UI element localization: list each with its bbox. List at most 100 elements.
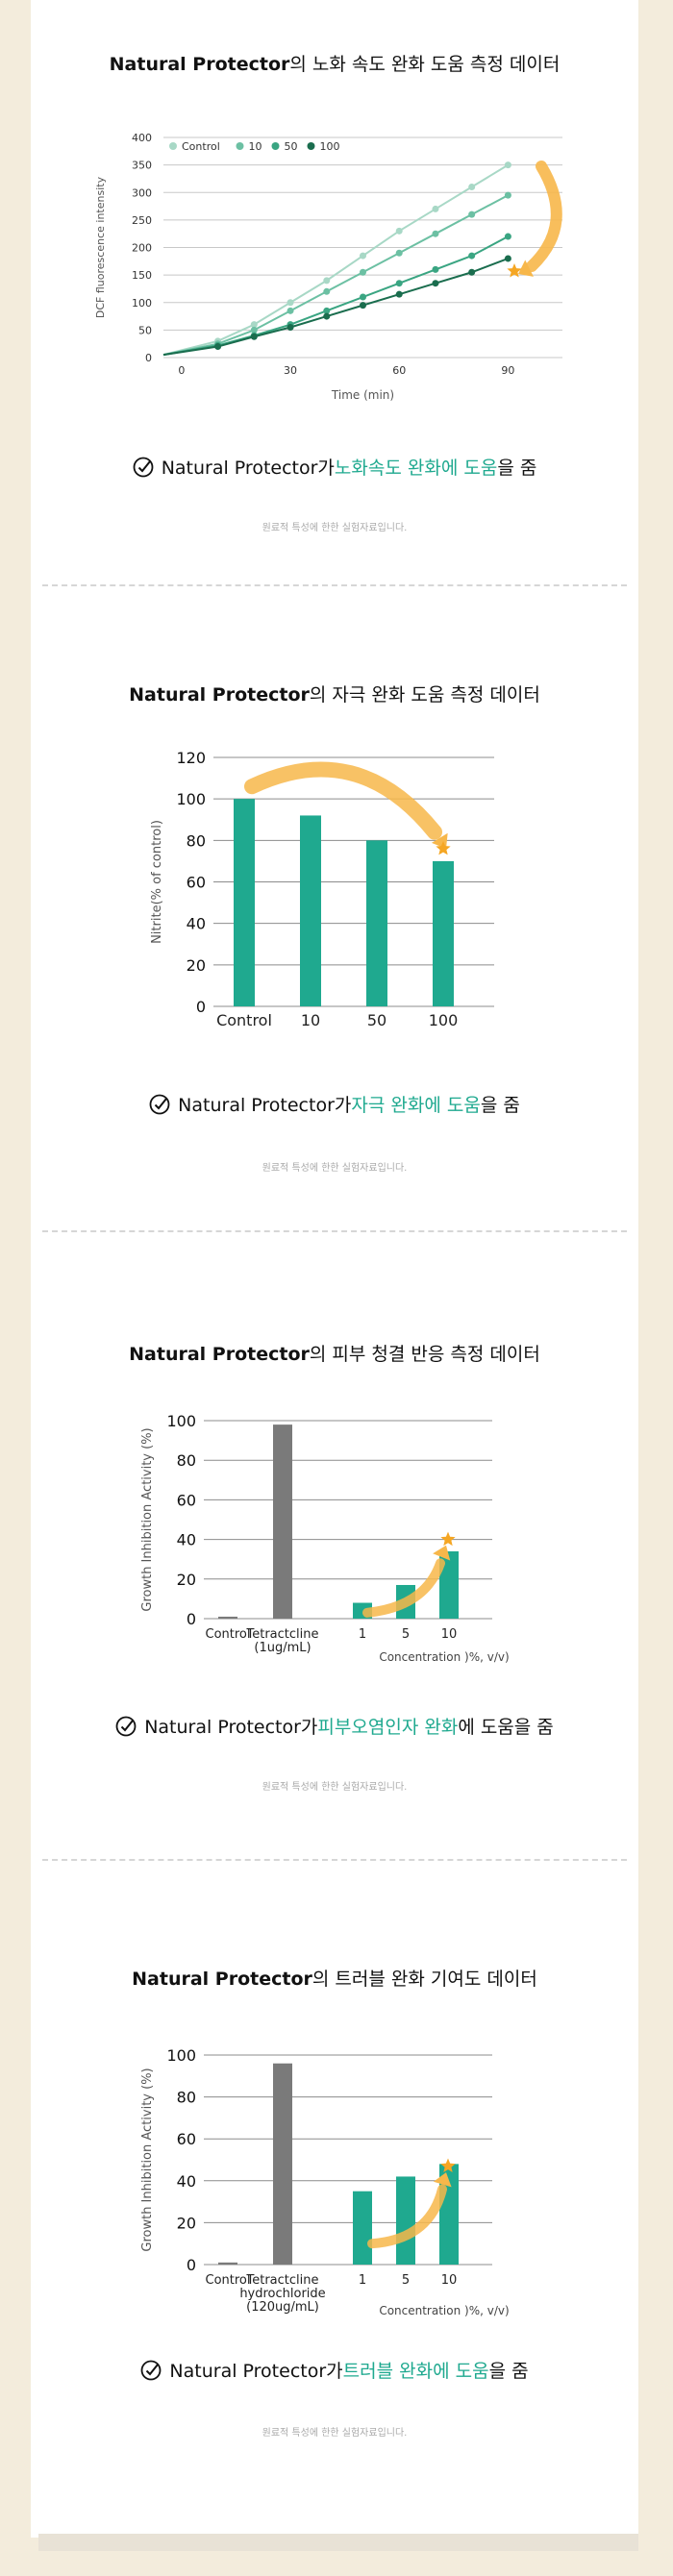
x-tick-label: 0 xyxy=(178,364,185,377)
data-point xyxy=(323,287,331,295)
data-point xyxy=(504,255,511,262)
data-point xyxy=(287,299,294,307)
x-tick-label: 10 xyxy=(301,1011,320,1029)
bar xyxy=(366,840,387,1006)
check-circle-icon xyxy=(141,2360,162,2380)
bar xyxy=(433,860,454,1006)
y-tick-label: 20 xyxy=(177,1571,196,1589)
data-point xyxy=(468,211,476,218)
trend-arrow xyxy=(526,161,562,272)
bar xyxy=(218,1616,237,1619)
x-axis-label: Time (min) xyxy=(331,388,394,402)
x-tick-label: 60 xyxy=(392,364,406,377)
check-circle-icon xyxy=(115,1716,137,1736)
bar-chart: 020406080100120Control1050100Concentrati… xyxy=(150,749,494,1029)
data-point xyxy=(468,268,476,276)
y-tick-label: 0 xyxy=(187,1610,196,1628)
section-divider xyxy=(42,584,627,586)
data-point xyxy=(395,249,403,257)
result-caption: Natural Protector가 트러블 완화에 도움 을 줌 xyxy=(31,2357,638,2383)
star-icon xyxy=(440,2158,456,2172)
y-axis-label: Growth Inhibition Activity (%) xyxy=(140,2068,155,2251)
bar xyxy=(273,2063,292,2265)
result-caption: Natural Protector가 노화속도 완화에 도움 을 줌 xyxy=(31,454,638,480)
data-point xyxy=(360,293,366,301)
x-tick-label: 10 xyxy=(441,1627,458,1642)
data-point xyxy=(468,184,476,191)
data-point xyxy=(214,343,222,351)
y-tick-label: 100 xyxy=(132,297,152,310)
arrow-head-icon xyxy=(433,1545,451,1561)
x-tick-label: 50 xyxy=(367,1011,386,1029)
y-tick-label: 300 xyxy=(132,186,152,199)
check-circle-icon xyxy=(133,457,154,477)
y-tick-label: 400 xyxy=(132,132,152,144)
data-point xyxy=(287,324,294,332)
y-tick-label: 20 xyxy=(177,2214,196,2232)
x-tick-label: 5 xyxy=(402,1627,410,1642)
y-tick-label: 250 xyxy=(132,214,152,227)
x-axis-label: Concentration )%, v/v) xyxy=(379,2304,509,2317)
check-circle-icon xyxy=(149,1094,170,1114)
x-tick-label: Control xyxy=(216,1011,272,1029)
data-point xyxy=(360,268,366,276)
x-tick-label: 100 xyxy=(429,1011,459,1029)
legend-marker xyxy=(236,142,244,150)
y-tick-label: 350 xyxy=(132,160,152,172)
x-tick-label: Tetractcline xyxy=(246,1627,319,1642)
y-tick-label: 0 xyxy=(145,352,152,364)
data-point xyxy=(432,205,439,212)
bar xyxy=(273,1424,292,1619)
arrow-head-icon xyxy=(518,260,534,277)
data-point xyxy=(395,280,403,287)
section-title: Natural Protector의 피부 청결 반응 측정 데이터 xyxy=(129,1344,540,1365)
data-point xyxy=(250,326,258,334)
series-line xyxy=(162,163,509,357)
star-icon xyxy=(507,263,522,278)
legend-marker xyxy=(271,142,280,150)
legend-label: Control xyxy=(182,140,220,153)
x-tick-label: 1 xyxy=(359,2273,366,2288)
data-point xyxy=(360,252,366,260)
y-tick-label: 40 xyxy=(187,915,206,933)
section-divider xyxy=(42,1859,627,1861)
y-tick-label: 100 xyxy=(176,790,206,808)
data-point xyxy=(395,290,403,298)
section-trouble: Natural Protector의 트러블 완화 기여도 데이터 0 20 40 6… xyxy=(31,1863,638,2536)
x-tick-label: Tetractcline xyxy=(246,2273,319,2288)
section-irritation: Natural Protector의 자극 완화 도움 측정 데이터 0 20 40… xyxy=(31,588,638,1232)
y-tick-label: 20 xyxy=(187,956,206,975)
y-tick-label: 80 xyxy=(187,831,206,850)
result-caption: Natural Protector가 자극 완화에 도움 을 줌 xyxy=(31,1091,638,1117)
data-point xyxy=(432,230,439,237)
legend-label: 50 xyxy=(285,140,298,153)
y-tick-label: 80 xyxy=(177,2089,196,2107)
data-point xyxy=(504,191,511,199)
y-axis-label: DCF fluorescence intensity xyxy=(94,176,107,318)
disclaimer-note: 원료적 특성에 한한 실험자료입니다. xyxy=(262,1163,408,1174)
series-line xyxy=(162,194,509,357)
y-tick-label: 0 xyxy=(187,2256,196,2274)
trend-arrow xyxy=(362,1558,445,1618)
bar xyxy=(234,799,255,1006)
x-tick-label: Control xyxy=(206,2273,251,2288)
data-point xyxy=(432,280,439,287)
bar xyxy=(353,2191,372,2265)
disclaimer-note: 원료적 특성에 한한 실험자료입니다. xyxy=(262,1782,408,1793)
legend-label: 10 xyxy=(249,140,262,153)
section-title: Natural Protector의 자극 완화 도움 측정 데이터 xyxy=(129,684,540,706)
data-point xyxy=(323,277,331,285)
line-chart: 0 50 100 150 200 250 300 350 400 0 30 60 90 Time (min… xyxy=(94,132,562,402)
series-line xyxy=(162,235,509,357)
data-point xyxy=(504,233,511,240)
y-tick-label: 40 xyxy=(177,1531,196,1549)
data-point xyxy=(504,161,511,169)
bar xyxy=(218,2262,237,2265)
y-tick-label: 0 xyxy=(196,998,206,1016)
disclaimer-note: 원료적 특성에 한한 실험자료입니다. xyxy=(262,2428,408,2439)
y-tick-label: 60 xyxy=(187,874,206,892)
x-tick-label: 90 xyxy=(501,364,514,377)
star-icon xyxy=(436,841,451,855)
x-axis-label: Concentration )%, v/v) xyxy=(379,1650,509,1664)
